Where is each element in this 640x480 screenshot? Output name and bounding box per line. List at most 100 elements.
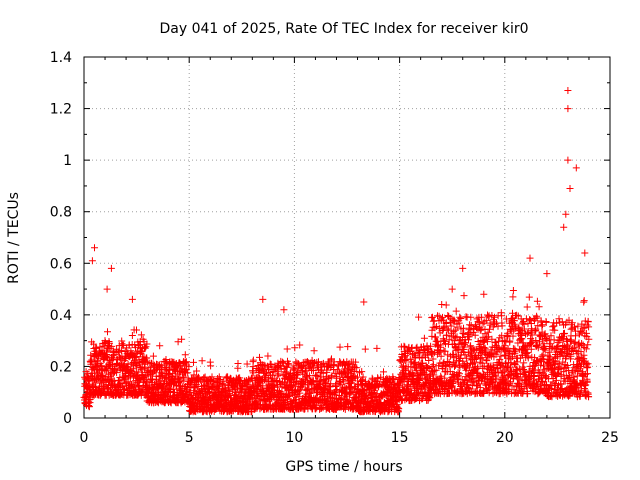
data-point [310,347,318,355]
data-point [192,393,199,401]
data-point [543,270,551,278]
data-point [201,373,209,381]
data-point [408,373,416,381]
data-point [542,333,550,341]
data-point [442,368,450,376]
data-point [509,287,517,294]
data-point [336,343,344,351]
data-point [308,378,316,386]
data-point [520,359,528,367]
data-point [523,330,531,337]
data-point [511,317,518,325]
data-point [575,354,583,362]
data-point [453,333,461,341]
data-point [143,354,151,362]
data-point [198,386,206,394]
data-point [437,352,445,360]
data-point [584,360,592,368]
data-point [256,366,264,374]
data-point [460,292,468,300]
data-point [107,264,115,272]
data-point [206,401,214,409]
data-point [143,340,151,348]
data-point [459,357,467,365]
data-point [417,362,425,370]
data-point [366,388,374,396]
data-point [259,295,267,303]
data-point [437,341,445,349]
data-point [316,378,324,386]
data-point [122,362,130,370]
data-point [88,257,96,265]
data-point [451,363,458,371]
y-tick-label: 0.8 [50,205,72,221]
data-point [375,401,383,409]
data-point [177,368,185,376]
data-point [451,326,459,334]
data-point [358,368,366,376]
data-point [141,344,149,352]
data-point [563,362,571,369]
data-point [243,360,251,368]
y-tick-label: 1 [63,153,72,169]
data-point [420,334,428,342]
data-point [426,394,434,402]
data-point [291,344,299,352]
x-tick-label: 5 [185,430,194,446]
data-point [82,368,90,376]
data-point [457,315,465,322]
data-point [538,322,546,330]
data-point [486,321,494,329]
data-point [541,330,549,338]
data-point [554,338,562,346]
data-point [425,372,433,380]
data-point [207,362,215,370]
data-point [564,375,572,383]
data-point [138,348,146,356]
data-point [578,340,586,347]
data-point [283,345,291,353]
data-point [350,384,358,392]
data-point [91,375,98,383]
data-point [432,333,439,341]
data-point [128,332,136,339]
data-point [442,340,449,348]
data-point [104,328,111,336]
x-tick-label: 20 [496,430,514,446]
data-point [533,314,541,322]
data-point [509,332,517,340]
data-point [584,341,592,349]
chart-title: Day 041 of 2025, Rate Of TEC Index for r… [159,21,528,37]
data-point [353,364,361,372]
data-point [581,249,589,257]
data-point [456,313,464,321]
data-point [507,359,515,367]
data-point [290,388,298,396]
data-point [541,345,549,352]
data-point [268,371,276,379]
data-point [205,396,213,404]
data-point [456,370,463,378]
data-point [445,336,453,344]
data-point [175,378,183,386]
data-point [557,380,565,388]
data-point [185,383,193,391]
data-point [478,313,486,321]
data-point [411,394,419,401]
data-point [185,363,193,371]
y-tick-label: 0.4 [50,308,72,324]
data-point [404,382,412,390]
data-point [529,337,537,345]
x-tick-label: 0 [80,430,89,446]
data-point [180,373,188,381]
data-point [306,389,314,397]
data-point [181,351,189,359]
data-point [256,353,263,361]
data-point [516,384,524,392]
data-point [537,317,545,325]
data-point [344,343,352,351]
data-point [184,369,192,377]
data-point [92,344,100,352]
data-point [445,326,453,334]
